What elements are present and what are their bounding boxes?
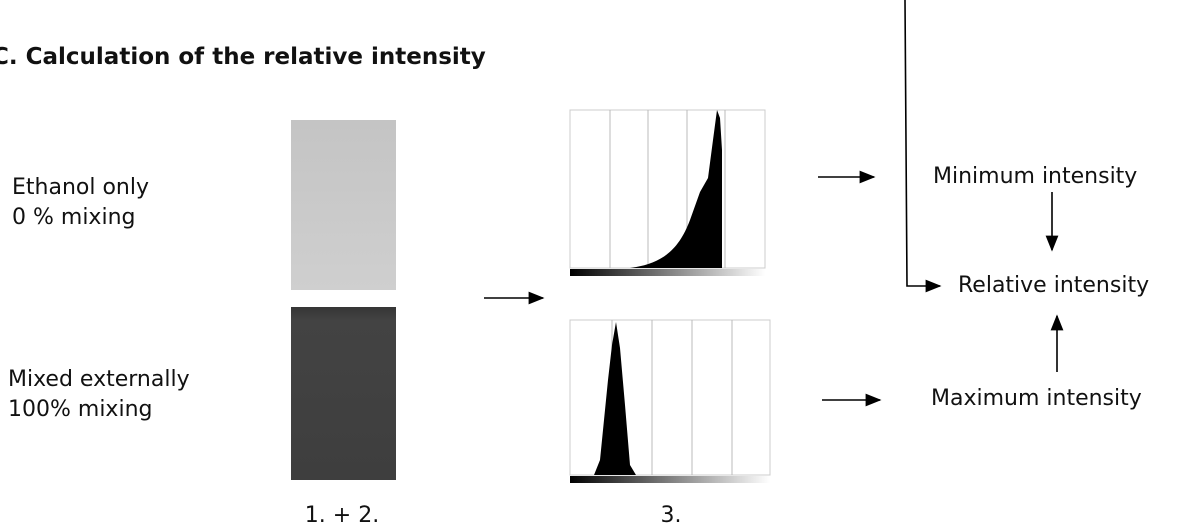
result-label: Relative intensity [958, 273, 1149, 298]
sample-label: Mixed externally [8, 367, 190, 392]
result-label: Minimum intensity [933, 164, 1137, 189]
histogram [569, 319, 771, 483]
step-label: 3. [661, 503, 682, 524]
step-label: 1. + 2. [305, 503, 379, 524]
histogram [569, 109, 766, 276]
sample-detail: 100% mixing [8, 397, 152, 422]
result-label: Maximum intensity [931, 386, 1142, 411]
arrow [904, 0, 942, 293]
title: C. Calculation of the relative intensity [0, 44, 486, 70]
sample-detail: 0 % mixing [12, 205, 135, 230]
sample-image [291, 307, 396, 480]
sample-label: Ethanol only [12, 175, 149, 200]
sample-image [291, 120, 396, 290]
